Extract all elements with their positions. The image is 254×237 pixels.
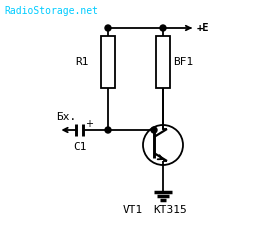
Text: +: + xyxy=(85,119,93,129)
Circle shape xyxy=(105,127,110,133)
Circle shape xyxy=(105,25,110,31)
Circle shape xyxy=(150,127,156,133)
Text: VT1: VT1 xyxy=(122,205,143,215)
Text: KT315: KT315 xyxy=(152,205,186,215)
Text: R1: R1 xyxy=(75,57,88,67)
Bar xyxy=(101,36,115,88)
Text: BF1: BF1 xyxy=(172,57,193,67)
Text: C1: C1 xyxy=(73,142,86,152)
Bar xyxy=(155,36,169,88)
Circle shape xyxy=(159,25,165,31)
Text: RadioStorage.net: RadioStorage.net xyxy=(4,6,98,16)
Text: +E: +E xyxy=(196,23,209,33)
Text: Бх.: Бх. xyxy=(56,112,76,122)
